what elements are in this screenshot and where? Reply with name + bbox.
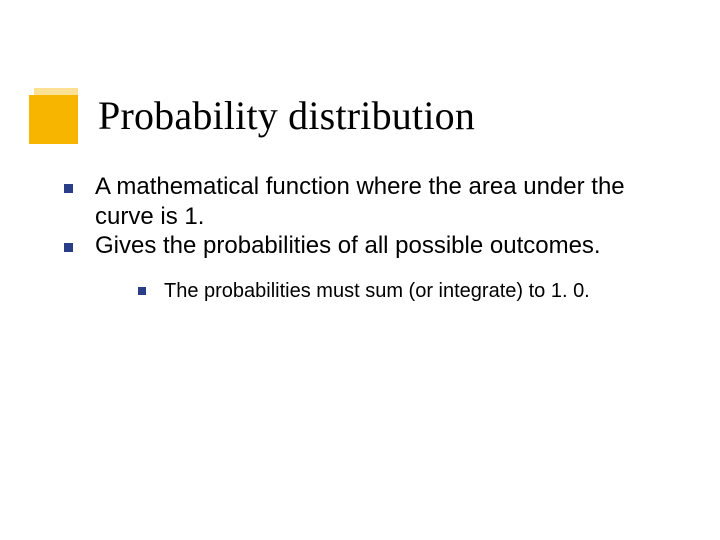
list-item-label: Gives the probabilities of all possible … xyxy=(95,231,601,261)
list-item: The probabilities must sum (or integrate… xyxy=(138,279,664,303)
list-item: A mathematical function where the area u… xyxy=(64,172,664,231)
title-accent-box xyxy=(29,95,78,144)
slide-body: A mathematical function where the area u… xyxy=(64,172,664,303)
square-bullet-icon xyxy=(64,184,73,193)
sub-list: The probabilities must sum (or integrate… xyxy=(138,279,664,303)
square-bullet-icon xyxy=(138,287,146,295)
list-item-label: A mathematical function where the area u… xyxy=(95,172,664,231)
list-item-label: The probabilities must sum (or integrate… xyxy=(164,279,590,303)
slide-title: Probability distribution xyxy=(98,92,475,139)
list-item: Gives the probabilities of all possible … xyxy=(64,231,664,261)
square-bullet-icon xyxy=(64,243,73,252)
